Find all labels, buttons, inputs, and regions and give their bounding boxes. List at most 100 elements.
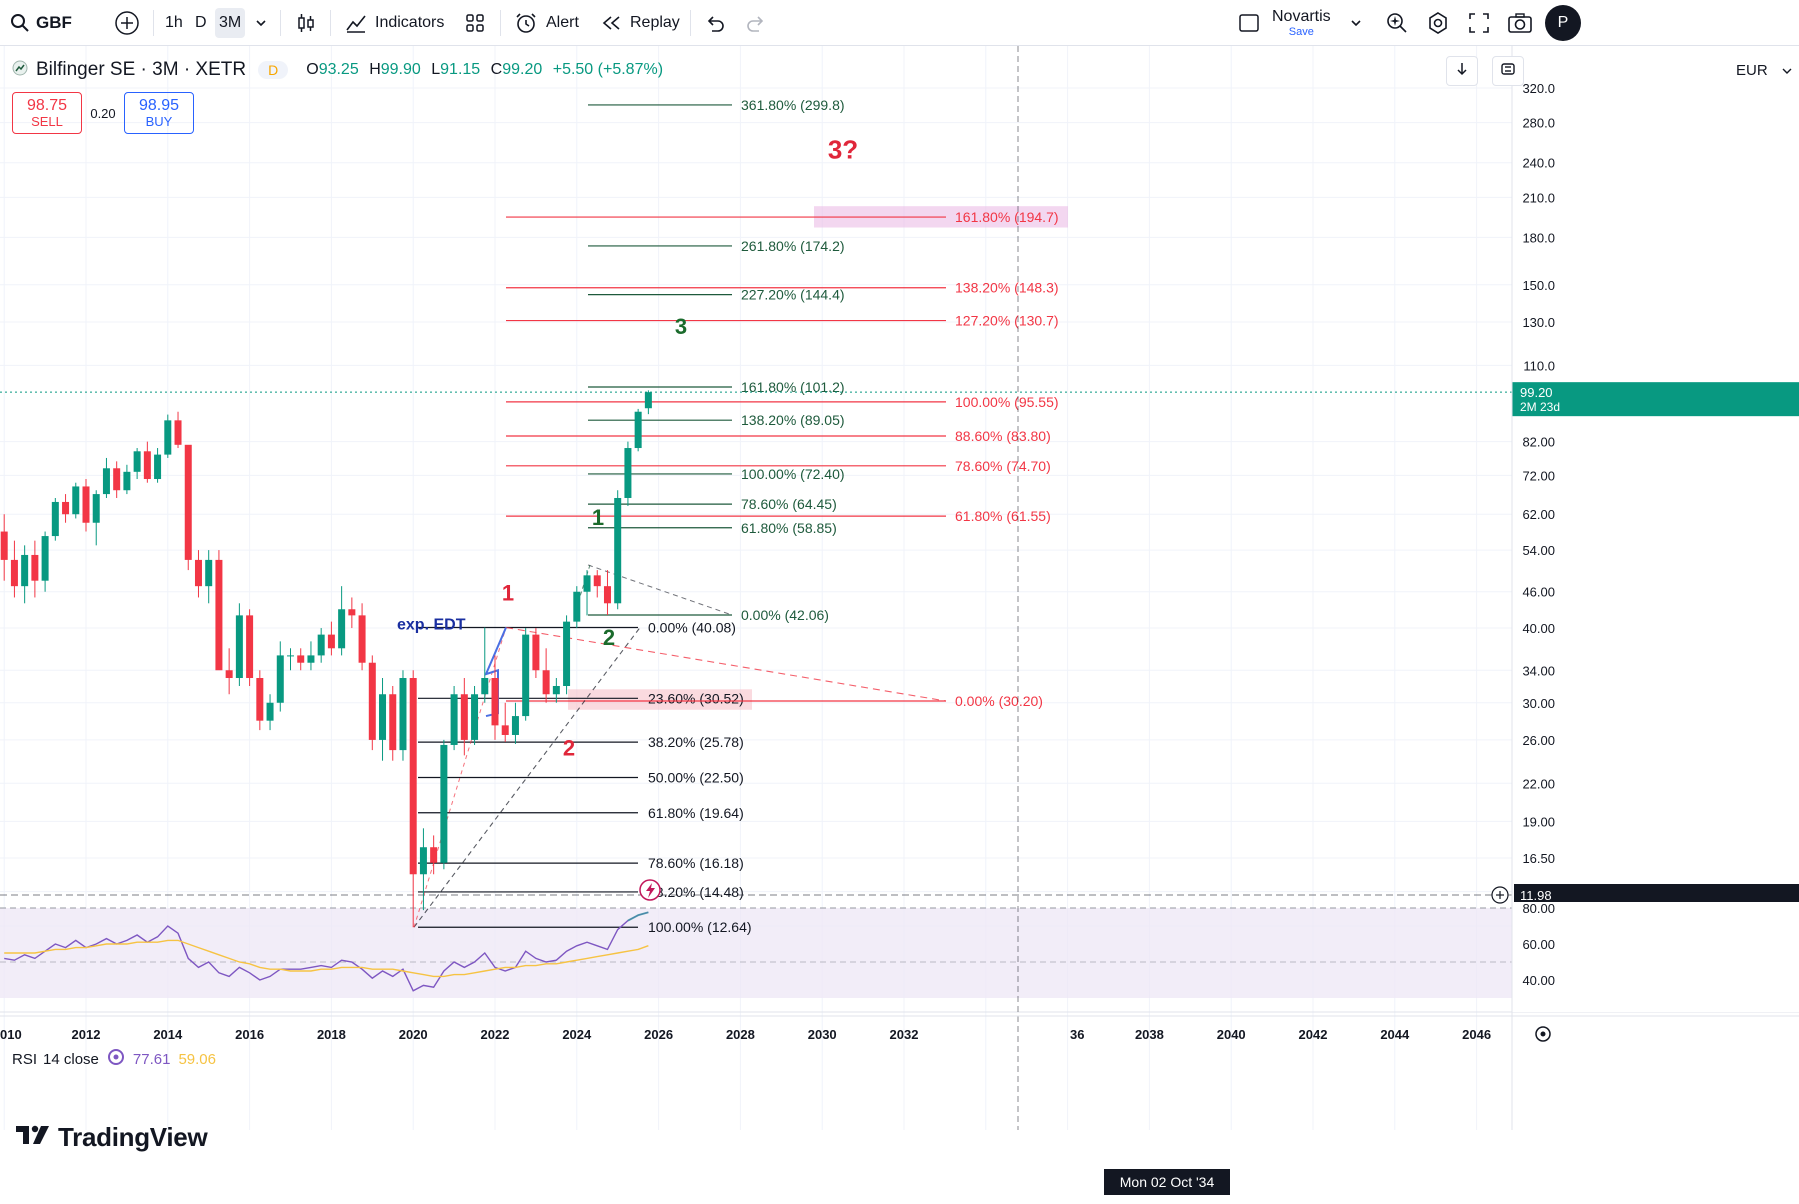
currency-label: EUR	[1736, 62, 1768, 79]
timeframe-1h[interactable]: 1h	[165, 0, 183, 46]
undo-button[interactable]	[704, 0, 726, 46]
candle-body	[62, 501, 70, 515]
layout-button[interactable]	[1238, 0, 1260, 46]
fib-label-green: 138.20% (89.05)	[741, 412, 845, 428]
currency-selector[interactable]: EUR	[1736, 62, 1792, 80]
candle-body	[113, 468, 121, 491]
grid-icon	[464, 12, 486, 34]
profile-button[interactable]: P	[1545, 0, 1581, 46]
save-label[interactable]: Save	[1288, 25, 1314, 38]
symbol-label: GBF	[36, 13, 72, 32]
timeframe-dropdown[interactable]	[254, 0, 268, 46]
search-icon	[10, 13, 30, 33]
open-value: 93.25	[318, 61, 359, 78]
chart-type-button[interactable]	[295, 0, 317, 46]
add-circle-icon	[114, 10, 140, 36]
fib-label-green: 227.20% (144.4)	[741, 287, 845, 303]
candle-body	[603, 586, 611, 604]
indicators-button[interactable]: Indicators	[345, 0, 444, 46]
rsi-value: 77.61	[132, 1050, 171, 1068]
spread-value: 0.20	[90, 105, 116, 121]
price-chart[interactable]: 0.00% (40.08) 23.60% (30.52) 38.20% (25.78…	[0, 46, 1799, 1204]
price-tick-label: 110.0	[1523, 358, 1555, 373]
square-icon	[1238, 12, 1260, 34]
replay-button[interactable]: Replay	[600, 0, 680, 46]
reset-scale-button[interactable]	[1492, 56, 1524, 86]
alert-button[interactable]: Alert	[514, 0, 579, 46]
rsi-band	[0, 908, 1512, 998]
price-tick-label: 82.00	[1522, 435, 1555, 450]
grid-lines	[0, 46, 1512, 1130]
candle-body	[409, 678, 417, 875]
fib-label-black: 88.20% (14.48)	[648, 884, 744, 900]
wave-label: 3	[675, 314, 687, 339]
timeframe-3m[interactable]: 3M	[215, 0, 246, 46]
fib-label-green: 61.80% (58.85)	[741, 520, 837, 536]
candle-body	[573, 591, 581, 622]
buy-label: BUY	[145, 113, 173, 129]
price-tick-label: 320.0	[1522, 81, 1555, 96]
fib-label-red: 61.80% (61.55)	[955, 508, 1051, 524]
candle-body	[368, 662, 376, 740]
symbol-search[interactable]: GBF	[10, 0, 72, 46]
axis-settings-icon	[1535, 1026, 1551, 1042]
redo-button[interactable]	[745, 0, 767, 46]
candle-body	[0, 531, 8, 560]
tradingview-logo[interactable]: TradingView	[16, 1122, 208, 1153]
watchlist-selector[interactable]: Novartis Save	[1272, 0, 1363, 46]
rsi-axis-bg	[1512, 902, 1799, 1012]
chart-area[interactable]: 0.00% (40.08) 23.60% (30.52) 38.20% (25.78…	[0, 46, 1799, 1204]
fib-label-black: 61.80% (19.64)	[648, 805, 744, 821]
rsi-tick-label: 80.00	[1522, 901, 1555, 916]
low-value: 91.15	[440, 61, 481, 78]
compare-button[interactable]	[114, 0, 140, 46]
chart-legend: Bilfinger SE · 3M · XETR D O93.25 H99.90…	[12, 59, 669, 81]
price-tick-label: 280.0	[1522, 116, 1555, 131]
snapshot-button[interactable]	[1507, 0, 1533, 46]
rewind-icon	[600, 12, 622, 34]
fib-label-green: 161.80% (101.2)	[741, 379, 845, 395]
candle-body	[72, 486, 80, 515]
timeframe-d-label: D	[195, 14, 207, 31]
time-tick-label: 2044	[1380, 1027, 1410, 1042]
delayed-badge[interactable]: D	[258, 61, 289, 79]
fullscreen-button[interactable]	[1468, 0, 1490, 46]
price-tick-label: 46.00	[1522, 585, 1555, 600]
buy-button[interactable]: 98.95 BUY	[124, 92, 194, 134]
trade-panel: 98.75 SELL 0.20 98.95 BUY	[12, 92, 194, 134]
edt-annotation: exp. EDT	[397, 616, 466, 633]
tv-logo-text: TradingView	[58, 1122, 208, 1152]
high-key: H	[369, 61, 381, 78]
fib-label-black: 50.00% (22.50)	[648, 769, 744, 785]
price-tick-label: 19.00	[1522, 814, 1555, 829]
price-axis-bg	[1512, 46, 1799, 1012]
sell-button[interactable]: 98.75 SELL	[12, 92, 82, 134]
trend-dashed-green	[587, 564, 733, 616]
scale-tools	[1446, 56, 1524, 86]
candle-body	[542, 670, 550, 695]
candle-body	[41, 536, 49, 581]
candle-body	[256, 678, 264, 721]
rsi-tick-label: 40.00	[1522, 973, 1555, 988]
rsi-legend[interactable]: RSI 14 close 77.61 59.06	[12, 1048, 216, 1070]
candle-body	[440, 744, 448, 863]
candle-body	[450, 694, 458, 745]
chevron-down-icon	[254, 16, 268, 30]
candles	[0, 390, 652, 928]
fib-label-green: 78.60% (64.45)	[741, 496, 837, 512]
price-tick-label: 180.0	[1522, 230, 1555, 245]
candle-body	[460, 694, 468, 740]
timeframe-d[interactable]: D	[195, 0, 207, 46]
symbol-title[interactable]: Bilfinger SE · 3M · XETR	[36, 59, 247, 80]
close-value: 99.20	[502, 61, 543, 78]
settings-button[interactable]	[1426, 0, 1450, 46]
wave-label: 1	[592, 505, 604, 530]
templates-button[interactable]	[464, 0, 486, 46]
candle-body	[21, 554, 29, 587]
watchlist-name: Novartis	[1272, 7, 1331, 25]
quick-search-button[interactable]	[1385, 0, 1409, 46]
scroll-down-button[interactable]	[1446, 56, 1478, 86]
candle-body	[522, 634, 530, 717]
fib-label-black: 0.00% (40.08)	[648, 620, 736, 636]
alert-label: Alert	[546, 14, 579, 31]
